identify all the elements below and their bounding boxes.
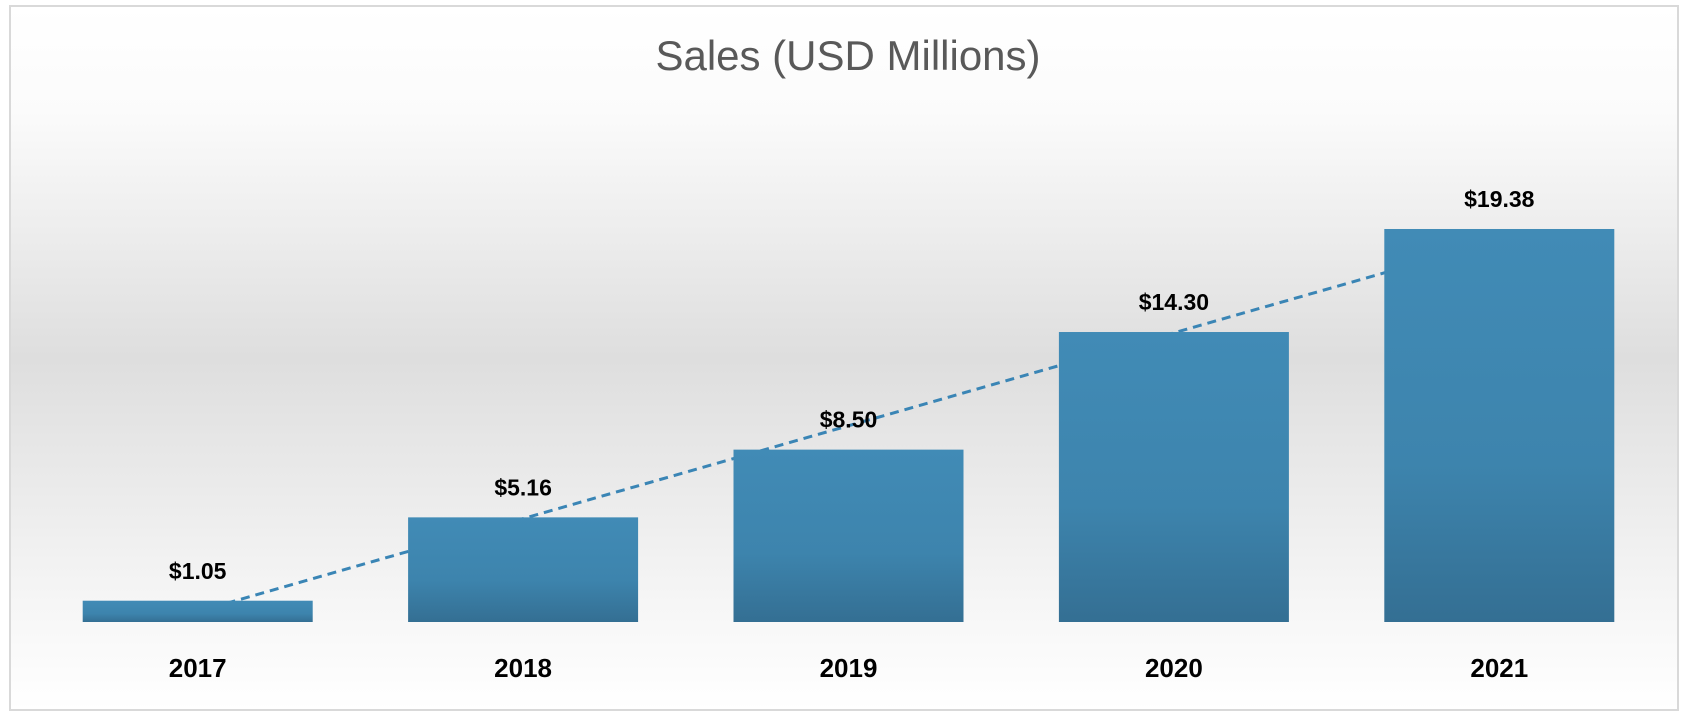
x-tick-label: 2019 [820, 653, 878, 683]
bar [1384, 229, 1615, 622]
value-label: $1.05 [169, 558, 227, 584]
x-tick-label: 2018 [494, 653, 552, 683]
bar [1058, 332, 1289, 622]
bar [408, 517, 639, 622]
x-tick-label: 2021 [1470, 653, 1528, 683]
value-label: $5.16 [494, 474, 552, 500]
x-tick-label: 2017 [169, 653, 227, 683]
chart-title: Sales (USD Millions) [655, 32, 1040, 79]
value-label: $14.30 [1139, 289, 1209, 315]
x-tick-label: 2020 [1145, 653, 1203, 683]
value-label: $19.38 [1464, 186, 1535, 212]
value-label: $8.50 [820, 407, 878, 433]
bar [733, 449, 964, 622]
bar [82, 600, 313, 622]
